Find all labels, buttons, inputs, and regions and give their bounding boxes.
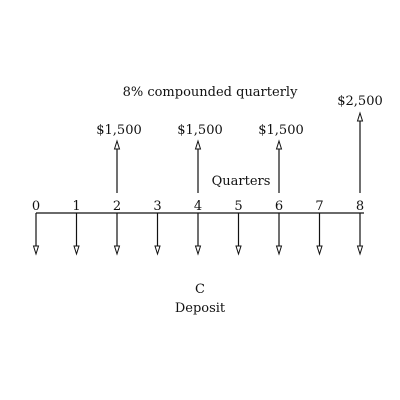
- deposit-arrow-head: [356, 245, 364, 256]
- period-tick-label: 2: [113, 199, 121, 214]
- period-tick-label: 0: [32, 199, 40, 214]
- inflow-arrows: $1,500 $1,500 $1,500 $2,500: [96, 94, 383, 193]
- inflow-amount-label: $1,500: [258, 123, 304, 138]
- deposit-label: Deposit: [175, 301, 226, 316]
- inflow-arrow-head: [194, 139, 202, 150]
- deposit-arrow-head: [194, 245, 202, 256]
- deposit-arrow-head: [154, 245, 161, 256]
- outflow-arrows: [32, 213, 364, 256]
- deposit-arrow-head: [113, 245, 121, 256]
- deposit-arrow-head: [235, 245, 242, 256]
- period-tick-label: 5: [234, 199, 242, 214]
- deposit-arrow-head: [275, 245, 283, 256]
- period-tick-label: 3: [153, 199, 161, 214]
- inflow-arrow-head: [113, 139, 121, 150]
- inflow-arrow-head: [356, 111, 364, 122]
- inflow-amount-label: $1,500: [96, 123, 142, 138]
- inflow-amount-label: $2,500: [337, 94, 383, 109]
- deposit-arrow-head: [32, 245, 40, 256]
- diagram-title: 8% compounded quarterly: [123, 85, 299, 100]
- deposit-arrow-head: [316, 245, 323, 256]
- period-tick-label: 6: [275, 199, 283, 214]
- inflow-arrow-head: [275, 139, 283, 150]
- period-ticks: 0 1 2 3 4 5 6 7 8: [32, 199, 364, 214]
- deposit-symbol: C: [195, 282, 205, 297]
- period-tick-label: 1: [72, 199, 80, 214]
- period-tick-label: 4: [194, 199, 202, 214]
- period-tick-label: 7: [315, 199, 323, 214]
- deposit-arrow-head: [73, 245, 80, 256]
- period-label: Quarters: [212, 174, 271, 189]
- inflow-amount-label: $1,500: [177, 123, 223, 138]
- period-tick-label: 8: [356, 199, 364, 214]
